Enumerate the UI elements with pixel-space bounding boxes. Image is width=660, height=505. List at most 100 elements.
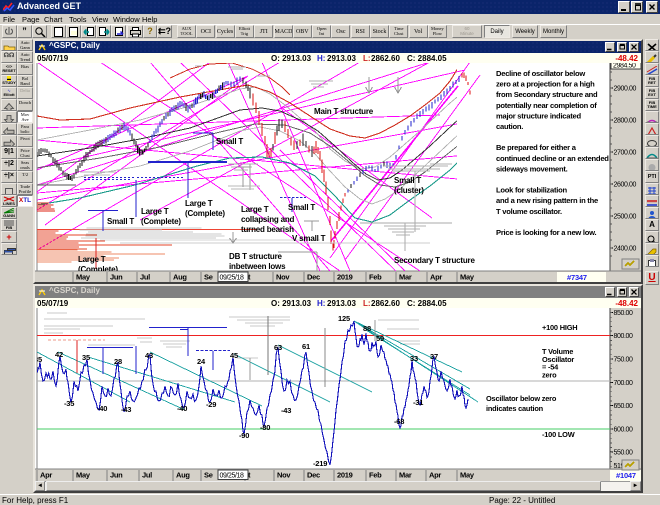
svg-text:09/25/18: 09/25/18 [220, 473, 245, 480]
svg-text:2019: 2019 [337, 273, 353, 282]
svg-text:42: 42 [55, 350, 63, 359]
svg-text:continued decline or an extend: continued decline or an extended [496, 154, 609, 163]
svg-text:2400.00: 2400.00 [614, 246, 637, 253]
svg-text:zero at a projection for a hig: zero at a projection for a high [496, 80, 595, 89]
svg-text:Small T: Small T [288, 203, 315, 212]
svg-text:Jul: Jul [142, 471, 152, 480]
svg-text:(cluster): (cluster) [394, 186, 424, 195]
svg-text:-100 LOW: -100 LOW [542, 430, 575, 439]
svg-text:Aug: Aug [173, 273, 187, 282]
svg-text:from Secondary structure and: from Secondary structure and [496, 90, 598, 99]
svg-text:09/25/18: 09/25/18 [220, 275, 245, 282]
svg-text:Apr: Apr [40, 471, 52, 480]
svg-text:inbetween lows: inbetween lows [229, 262, 286, 271]
svg-text:Apr: Apr [429, 471, 441, 480]
svg-text:Large T: Large T [185, 199, 213, 208]
svg-text:33: 33 [410, 354, 418, 363]
svg-text:-90: -90 [239, 431, 249, 440]
svg-text:125: 125 [338, 314, 350, 323]
svg-text:-68: -68 [394, 417, 404, 426]
svg-text:Se: Se [204, 273, 213, 282]
svg-text:35: 35 [82, 353, 90, 362]
svg-text:-219: -219 [313, 459, 327, 468]
svg-text:#1047: #1047 [616, 471, 636, 480]
svg-text:2019: 2019 [337, 471, 353, 480]
svg-text:850.00: 850.00 [614, 310, 634, 317]
svg-text:24: 24 [197, 357, 206, 366]
svg-text:43: 43 [145, 351, 153, 360]
svg-text:collapsing and: collapsing and [241, 215, 295, 224]
svg-text:(Complete): (Complete) [185, 209, 225, 218]
svg-text:519: 519 [614, 463, 625, 470]
svg-text:#7347: #7347 [567, 273, 587, 282]
svg-text:May: May [76, 471, 91, 480]
svg-text:May: May [460, 273, 475, 282]
svg-text:700.00: 700.00 [614, 380, 634, 387]
svg-text:major structure indicated: major structure indicated [496, 111, 582, 120]
svg-text:-31: -31 [413, 398, 423, 407]
svg-text:Large T: Large T [241, 205, 269, 214]
svg-text:t: t [248, 471, 251, 480]
svg-text:Se: Se [204, 471, 213, 480]
svg-text:+100 HIGH: +100 HIGH [542, 323, 577, 332]
svg-text:Mar: Mar [399, 273, 412, 282]
svg-text:750.00: 750.00 [614, 357, 634, 364]
svg-text:2984.50: 2984.50 [613, 63, 636, 70]
svg-text:zero: zero [542, 370, 557, 379]
svg-text:800.00: 800.00 [614, 333, 634, 340]
svg-text:Feb: Feb [369, 471, 382, 480]
svg-text:t: t [248, 273, 251, 282]
svg-text:45: 45 [230, 351, 238, 360]
svg-text:caution.: caution. [496, 122, 523, 131]
svg-text:-43: -43 [121, 405, 131, 414]
svg-text:Nov: Nov [277, 471, 291, 480]
svg-text:2500.00: 2500.00 [614, 214, 637, 221]
svg-text:59: 59 [376, 334, 384, 343]
svg-text:and a new rising pattern in th: and a new rising pattern in the [496, 196, 598, 205]
svg-text:2900.00: 2900.00 [614, 86, 637, 93]
svg-text:Apr: Apr [430, 273, 442, 282]
svg-text:600.00: 600.00 [614, 426, 634, 433]
svg-text:88: 88 [363, 324, 371, 333]
svg-text:Jun: Jun [110, 471, 123, 480]
svg-text:Look for stabilization: Look for stabilization [496, 186, 567, 195]
svg-text:Secondary T structure: Secondary T structure [394, 256, 475, 265]
svg-text:T volume oscillator.: T volume oscillator. [496, 207, 562, 216]
svg-text:Small T: Small T [394, 176, 421, 185]
svg-text:-35: -35 [64, 399, 74, 408]
svg-text:37: 37 [430, 352, 438, 361]
svg-text:63: 63 [274, 343, 282, 352]
svg-text:Aug: Aug [176, 471, 190, 480]
svg-text:(Complete): (Complete) [141, 217, 181, 226]
svg-text:DB T structure: DB T structure [229, 252, 283, 261]
svg-text:-29: -29 [206, 400, 216, 409]
svg-text:35: 35 [35, 355, 42, 364]
svg-text:550.00: 550.00 [614, 450, 634, 457]
svg-text:V small T: V small T [292, 234, 326, 243]
svg-text:-40: -40 [97, 404, 107, 413]
svg-text:650.00: 650.00 [614, 403, 634, 410]
svg-text:Decline of oscillator below: Decline of oscillator below [496, 69, 585, 78]
svg-text:Dec: Dec [307, 471, 320, 480]
svg-text:Oscillator below zero: Oscillator below zero [486, 394, 557, 403]
svg-text:(Complete): (Complete) [78, 265, 118, 274]
svg-text:Small T: Small T [107, 217, 134, 226]
svg-text:indicates caution: indicates caution [486, 404, 544, 413]
svg-text:Nov: Nov [276, 273, 290, 282]
svg-text:Price is looking for a new low: Price is looking for a new low. [496, 228, 597, 237]
svg-text:Jul: Jul [140, 273, 150, 282]
svg-text:61: 61 [302, 342, 310, 351]
svg-text:sideways movement.: sideways movement. [496, 164, 568, 173]
svg-text:T Volume: T Volume [542, 347, 573, 356]
svg-text:Oscillator: Oscillator [542, 355, 574, 364]
svg-text:turned bearish: turned bearish [241, 225, 294, 234]
svg-text:Large T: Large T [141, 207, 169, 216]
svg-text:28: 28 [114, 357, 122, 366]
svg-text:Small T: Small T [216, 137, 243, 146]
svg-text:Mar: Mar [399, 471, 412, 480]
svg-text:Dec: Dec [307, 273, 320, 282]
svg-text:-80: -80 [260, 423, 270, 432]
svg-text:Feb: Feb [369, 273, 382, 282]
svg-text:2600.00: 2600.00 [614, 182, 637, 189]
svg-text:May: May [76, 273, 91, 282]
